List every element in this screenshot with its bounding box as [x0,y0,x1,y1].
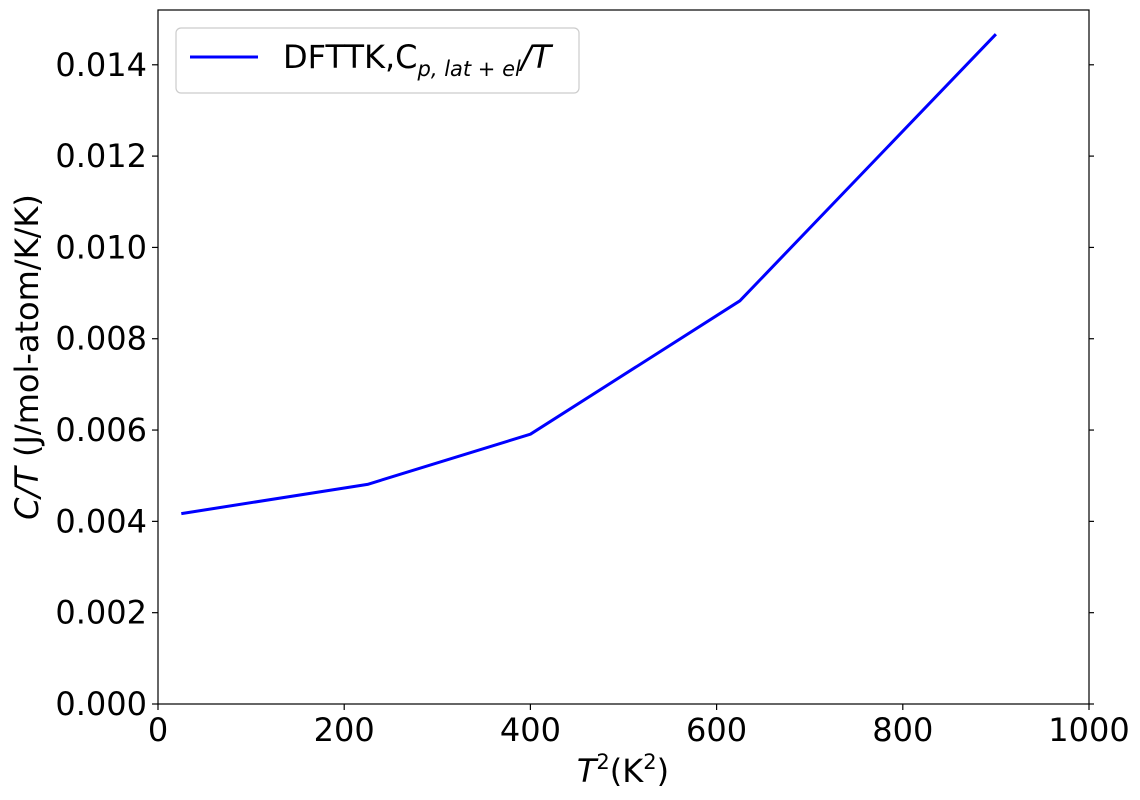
y-tick-label: 0.006 [55,411,147,449]
y-tick-label: 0.004 [55,502,147,540]
x-tick-label: 400 [500,711,561,749]
plot-area [157,9,1090,705]
x-tick-label: 800 [872,711,933,749]
y-tick-label: 0.010 [55,228,147,266]
x-tick-label: 0 [148,711,168,749]
legend-box [175,27,580,94]
legend-label: DFTTK,Cp, lat + el/T [283,38,554,81]
x-axis: 0 200 400 600 800 1000 [148,704,1130,749]
right-axis-ticks [1089,64,1094,705]
y-tick-label: 0.008 [55,320,147,358]
x-axis-label: T2(K2) [577,750,669,790]
series-line [181,33,997,516]
y-tick-label: 0.014 [55,46,147,84]
x-tick-label: 600 [686,711,747,749]
x-tick-label: 1000 [1048,711,1129,749]
y-axis: 0.000 0.002 0.004 0.006 0.008 0.010 0.012 0.014 [55,46,158,723]
y-tick-label: 0.002 [55,594,147,632]
y-tick-label: 0.012 [55,137,147,175]
x-tick-label: 200 [314,711,375,749]
y-tick-label: 0.000 [55,685,147,723]
plot-frame [157,9,1090,705]
legend: DFTTK,Cp, lat + el/T [175,27,580,94]
y-axis-label: C/T (J/mol-atom/K/K) [8,194,46,520]
series-layer [181,33,997,516]
